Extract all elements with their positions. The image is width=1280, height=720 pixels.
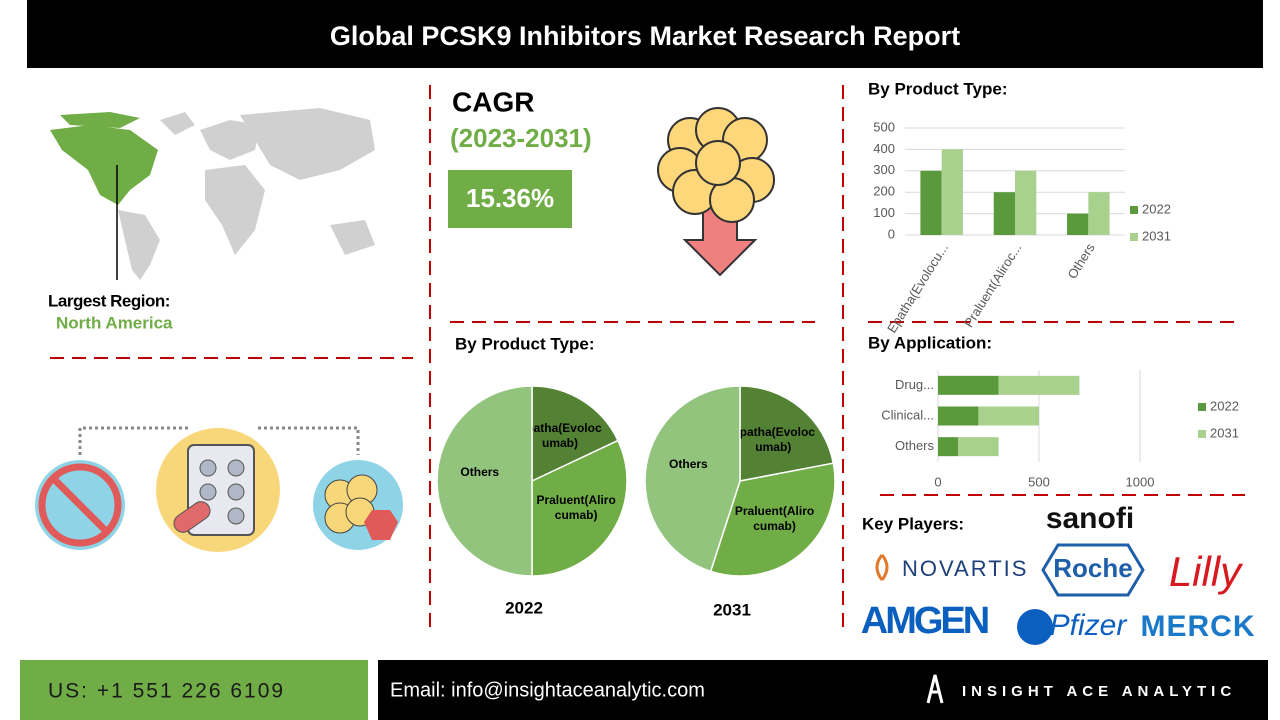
legend-label: 2031 xyxy=(1142,228,1171,243)
bar xyxy=(993,192,1015,235)
slice-label-box: Others xyxy=(669,456,708,471)
x-tick-label: 500 xyxy=(1028,474,1050,489)
logo: sanofi xyxy=(1046,502,1134,535)
pie-slice xyxy=(436,385,533,577)
brand-mark xyxy=(926,674,944,704)
logo: Roche xyxy=(1053,553,1132,583)
pie-slice xyxy=(644,385,741,573)
x-tick-label: 0 xyxy=(934,474,941,489)
cagr-period: (2023-2031) xyxy=(450,123,592,153)
logo: Pfizer xyxy=(1050,609,1128,642)
chart-title: By Product Type: xyxy=(868,79,1007,98)
y-tick-label: Others xyxy=(895,438,935,453)
legend-swatch xyxy=(1198,403,1206,411)
bar xyxy=(1088,192,1110,235)
slice-label: Epatha(Evolocumab) xyxy=(731,424,815,454)
y-tick-label: 200 xyxy=(873,184,895,199)
slice-label: Praluent(Alirocumab) xyxy=(536,492,616,522)
y-tick-label: 0 xyxy=(888,226,895,241)
legend-swatch xyxy=(1130,206,1138,214)
chart-title: 2022 xyxy=(505,598,543,617)
section-title: By Product Type: xyxy=(455,334,594,353)
legend-swatch xyxy=(1130,233,1138,241)
logo: MERCK xyxy=(1141,610,1256,643)
pie-slice xyxy=(531,439,628,577)
page-title: Global PCSK9 Inhibitors Market Research … xyxy=(330,21,960,51)
footer-brand: INSIGHT ACE ANALYTIC xyxy=(962,683,1236,700)
region-value: North America xyxy=(56,313,173,332)
bar xyxy=(938,437,959,457)
bar xyxy=(1067,213,1089,235)
y-tick-label: Clinical... xyxy=(881,407,934,422)
y-tick-label: 400 xyxy=(873,141,895,156)
chart-title: 2031 xyxy=(713,600,751,619)
bar xyxy=(958,437,999,457)
region-label: Largest Region: xyxy=(48,291,170,310)
cagr-box xyxy=(448,170,572,228)
pie-slice xyxy=(531,385,619,483)
y-tick-label: 100 xyxy=(873,205,895,220)
slice-label: Others xyxy=(460,465,500,479)
logo: NOVARTIS xyxy=(902,556,1028,581)
footer-phone-box xyxy=(20,660,368,720)
slice-label-box: Praluent(Alirocumab) xyxy=(734,504,815,534)
bar xyxy=(1015,170,1037,235)
slice-label-box: Others xyxy=(460,465,500,479)
bar xyxy=(978,406,1039,426)
bar xyxy=(920,170,942,235)
slice-label: Epatha(Evolocumab) xyxy=(518,420,602,450)
footer-phone: US: +1 551 226 6109 xyxy=(48,680,285,703)
cagr-icon xyxy=(657,107,775,277)
pie-slice xyxy=(709,462,836,577)
bar xyxy=(938,375,999,395)
x-tick-label: Praluent(Aliroc... xyxy=(961,240,1025,329)
header-bar xyxy=(27,0,1263,68)
world-map xyxy=(50,108,375,280)
logo-mark xyxy=(875,554,889,581)
slice-label-box: Epatha(Evolocumab) xyxy=(518,420,602,450)
legend-swatch xyxy=(1198,430,1206,438)
logo-mark xyxy=(1041,543,1145,597)
chart-title: By Application: xyxy=(868,333,992,352)
icons xyxy=(35,426,403,552)
x-tick-label: 1000 xyxy=(1126,474,1155,489)
y-tick-label: Drug... xyxy=(895,377,934,392)
legend-label: 2031 xyxy=(1210,425,1239,440)
bar xyxy=(941,149,963,235)
footer-bar xyxy=(378,660,1268,720)
legend-label: 2022 xyxy=(1210,398,1239,413)
pie-slice xyxy=(739,385,835,482)
bar xyxy=(998,375,1080,395)
bar xyxy=(938,406,979,426)
slice-label-box: Epatha(Evolocumab) xyxy=(731,424,815,454)
footer-email: Email: info@insightaceanalytic.com xyxy=(390,679,705,701)
logo-mark xyxy=(1017,609,1053,645)
cagr-label: CAGR xyxy=(452,86,534,117)
slice-label-box: Praluent(Alirocumab) xyxy=(536,492,616,522)
y-tick-label: 300 xyxy=(873,162,895,177)
logo: AMGEN xyxy=(861,600,988,642)
logo: Lilly xyxy=(1169,548,1244,595)
x-tick-label: Others xyxy=(1064,240,1098,281)
cagr-value: 15.36% xyxy=(466,183,554,213)
slice-label: Others xyxy=(669,456,708,471)
slice-label: Praluent(Alirocumab) xyxy=(734,504,815,534)
key-players-title: Key Players: xyxy=(862,514,964,533)
legend-label: 2022 xyxy=(1142,201,1171,216)
y-tick-label: 500 xyxy=(873,119,895,134)
